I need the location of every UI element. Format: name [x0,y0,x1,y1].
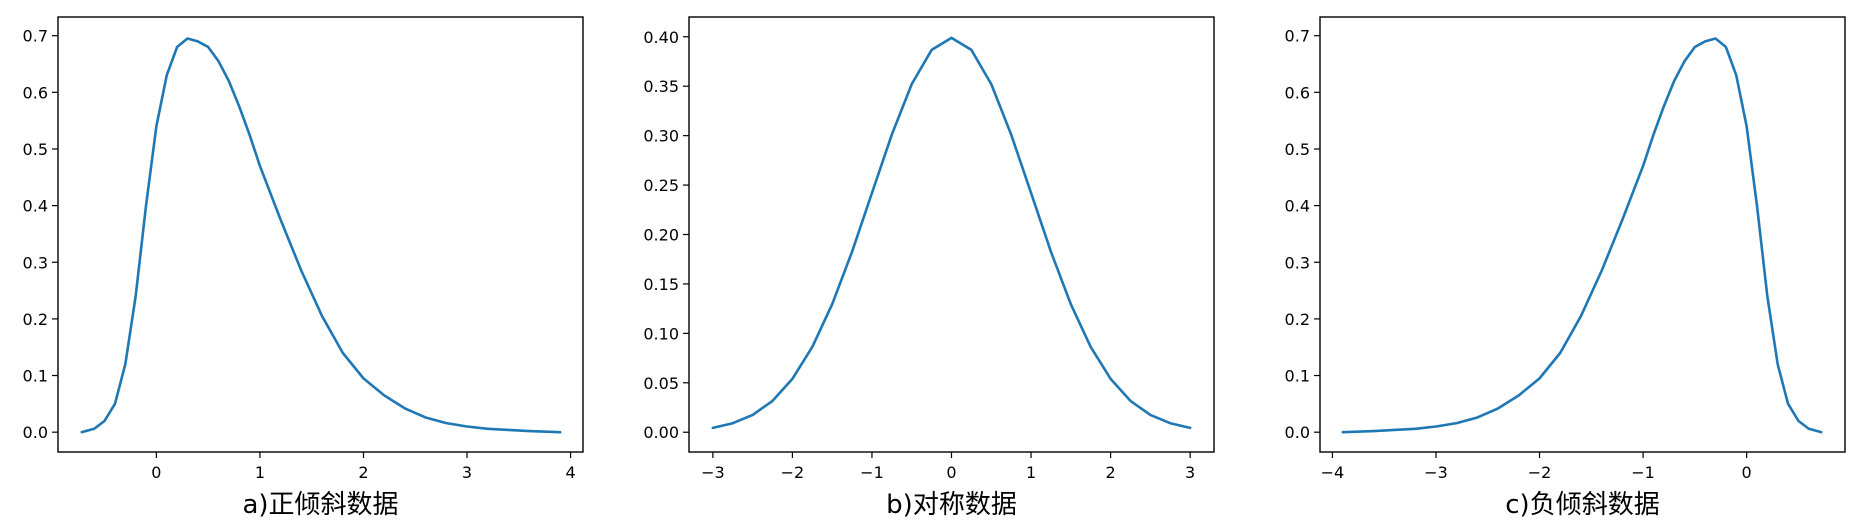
x-tick-label: −1 [1631,463,1655,482]
y-tick-label: 0.20 [643,226,679,245]
y-tick-label: 0.7 [1285,27,1310,46]
y-tick-label: 0.2 [1285,310,1310,329]
y-tick-label: 0.0 [1285,423,1310,442]
x-tick-label: 3 [462,463,472,482]
x-tick-label: −2 [781,463,805,482]
y-tick-label: 0.1 [23,367,48,386]
y-tick-label: 0.0 [23,423,48,442]
y-tick-label: 0.15 [643,275,679,294]
y-tick-label: 0.7 [23,27,48,46]
panel-negative-skew: −4 −3 −2 −1 0 0.0 0.1 0.2 0.3 0.4 0.5 0.6 0.7 c)负倾斜数据 [1285,16,1846,520]
y-tick-label: 0.5 [1285,140,1310,159]
y-tick-label: 0.3 [1285,253,1310,272]
y-tick-label: 0.4 [1285,197,1310,216]
x-tick-label: 1 [1026,463,1036,482]
x-tick-label: −3 [1424,463,1448,482]
y-tick-label: 0.05 [643,374,679,393]
density-curve [1341,37,1823,434]
panel-caption: c)负倾斜数据 [1505,490,1659,520]
x-tick-label: −3 [701,463,725,482]
y-tick-label: 0.10 [643,324,679,343]
y-tick-label: 0.1 [1285,367,1310,386]
density-curve [80,37,562,434]
x-tick-label: −2 [1528,463,1552,482]
x-tick-label: 0 [151,463,161,482]
x-tick-label: −4 [1321,463,1345,482]
x-tick-label: 2 [358,463,368,482]
x-tick-label: 4 [565,463,575,482]
plot-frame [688,16,1215,453]
density-curve [711,36,1192,430]
y-tick-label: 0.30 [643,127,679,146]
y-tick-label: 0.25 [643,176,679,195]
plot-frame [1319,16,1846,453]
panel-caption: b)对称数据 [886,490,1017,520]
y-tick-label: 0.6 [1285,83,1310,102]
panel-caption: a)正倾斜数据 [242,490,398,520]
y-tick-label: 0.4 [23,197,48,216]
y-tick-label: 0.3 [23,253,48,272]
y-tick-label: 0.2 [23,310,48,329]
x-tick-label: 1 [255,463,265,482]
y-tick-label: 0.6 [23,83,48,102]
x-tick-label: −1 [860,463,884,482]
panel-symmetric: −3 −2 −1 0 1 2 3 0.00 0.05 0.10 0.15 0.20 0.25 0.30 0.… [643,16,1215,520]
y-tick-label: 0.00 [643,423,679,442]
panel-positive-skew: 0 1 2 3 4 0.0 0.1 0.2 0.3 0.4 0.5 0.6 0.7 a)正倾斜数据 [23,16,584,520]
y-tick-label: 0.35 [643,77,679,96]
plot-frame [57,16,584,453]
x-tick-label: 0 [946,463,956,482]
x-tick-label: 0 [1742,463,1752,482]
y-tick-label: 0.40 [643,28,679,47]
x-tick-label: 3 [1185,463,1195,482]
x-tick-label: 2 [1105,463,1115,482]
y-tick-label: 0.5 [23,140,48,159]
